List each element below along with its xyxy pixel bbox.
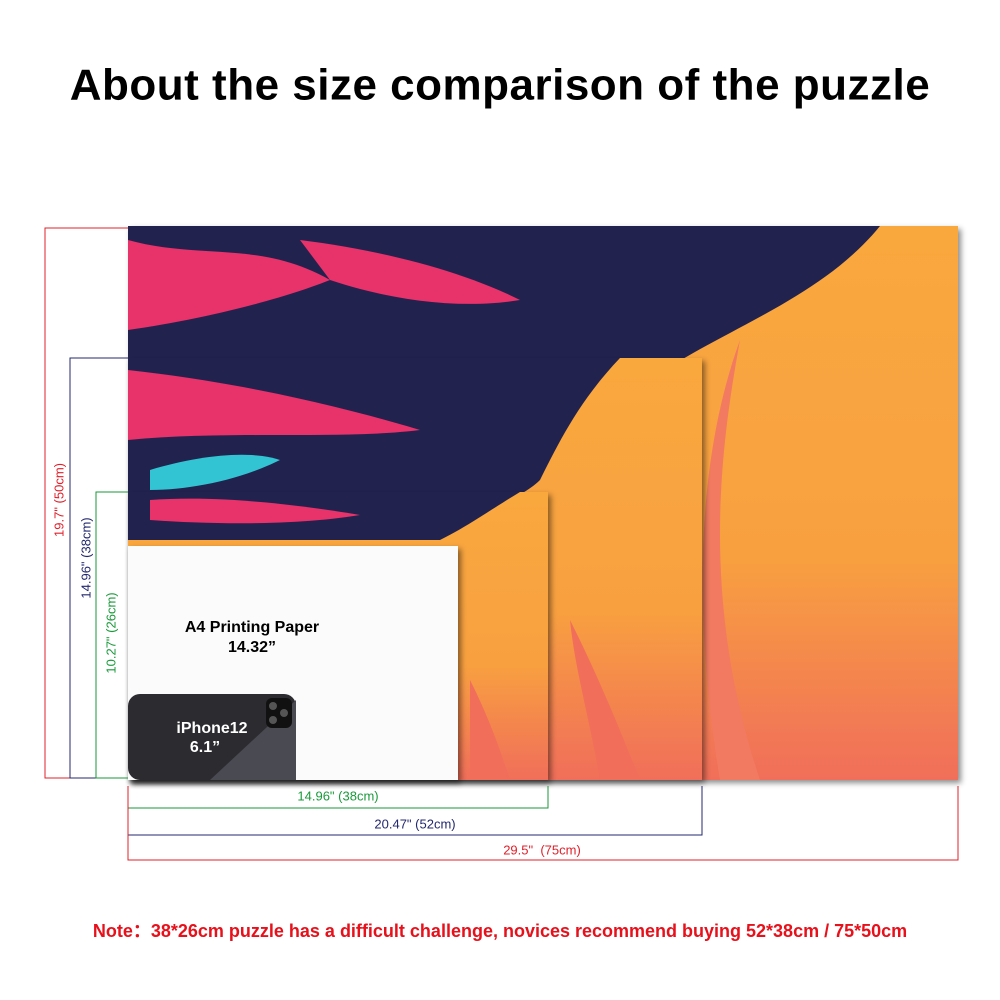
phone-label: iPhone12 [176,720,247,737]
height-label: 19.7" (50cm) [51,463,66,537]
width-bracket [127,786,959,861]
width-label: 29.5" (75cm) [503,842,581,857]
a4-label: A4 Printing Paper [185,619,319,636]
height-bracket [95,491,128,779]
camera [266,698,292,728]
title: About the size comparison of the puzzle [70,61,930,110]
height-label: 10.27" (26cm) [103,592,118,673]
a4-size: 14.32” [228,639,276,656]
note: Note：38*26cm puzzle has a difficult chal… [93,921,907,941]
width-label: 20.47" (52cm) [374,816,455,831]
height-label: 14.96" (38cm) [78,517,93,598]
phone-size: 6.1” [190,739,220,756]
width-label: 14.96" (38cm) [297,788,378,803]
